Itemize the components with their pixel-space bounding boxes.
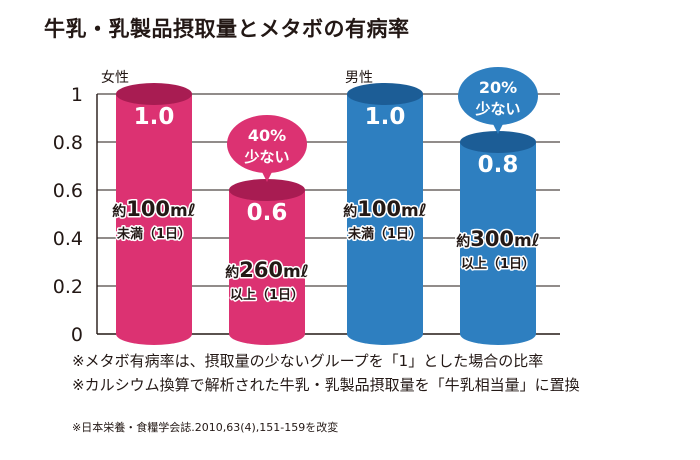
bar-value-label: 1.0 [134, 104, 175, 130]
bar [347, 94, 423, 345]
amount-condition: 以上（1日） [230, 287, 304, 303]
bar-value-label: 0.6 [247, 200, 288, 226]
callout-text: 少ない [243, 148, 289, 166]
amount-unit: mℓ [514, 231, 540, 251]
amount-label: 約100mℓ [343, 197, 427, 221]
y-tick-label: 0.6 [53, 180, 83, 202]
amount-condition: 未満（1日） [116, 226, 191, 242]
bar-top [460, 131, 536, 153]
amount-condition: 以上（1日） [461, 256, 535, 272]
bar [460, 142, 536, 345]
amount-unit: mℓ [170, 201, 196, 221]
amount-condition: 未満（1日） [347, 226, 422, 242]
amount-unit: mℓ [283, 262, 309, 282]
callout-bubble [458, 67, 538, 125]
amount-number: 100 [357, 197, 401, 221]
amount-label: 約260mℓ [225, 258, 309, 282]
group-label: 女性 [101, 69, 129, 86]
callout-percent: 20% [479, 78, 517, 97]
y-tick-label: 0.2 [53, 276, 83, 298]
amount-number: 300 [470, 227, 514, 251]
bar-top [116, 83, 192, 105]
callout-bubble [227, 115, 307, 173]
bar-top [347, 83, 423, 105]
amount-number: 260 [239, 258, 283, 282]
amount-unit: mℓ [401, 201, 427, 221]
y-tick-label: 0 [71, 324, 83, 346]
group-label: 男性 [345, 70, 373, 86]
callout-text: 少ない [474, 100, 520, 118]
amount-label: 約300mℓ [456, 227, 540, 251]
y-tick-label: 0.8 [53, 132, 83, 154]
bar [116, 94, 192, 345]
bar [229, 190, 305, 345]
bar-top [229, 179, 305, 201]
bar-value-label: 0.8 [478, 152, 519, 178]
amount-prefix: 約 [112, 203, 126, 220]
amount-prefix: 約 [225, 264, 239, 281]
callout-percent: 40% [248, 126, 286, 145]
chart-title: 牛乳・乳製品摂取量とメタボの有病率 [44, 17, 410, 41]
y-tick-label: 1 [71, 84, 83, 106]
source-citation: ※日本栄養・食糧学会誌.2010,63(4),151-159を改変 [72, 421, 339, 434]
amount-label: 約100mℓ [112, 197, 196, 221]
footnote-ratio: ※メタボ有病率は、摂取量の少ないグループを「1」とした場合の比率 [72, 352, 544, 370]
footnote-calcium: ※カルシウム換算で解析された牛乳・乳製品摂取量を「牛乳相当量」に置換 [72, 376, 580, 394]
bar-value-label: 1.0 [365, 104, 406, 130]
amount-prefix: 約 [456, 233, 470, 250]
y-tick-label: 0.4 [53, 228, 83, 250]
amount-number: 100 [126, 197, 170, 221]
amount-prefix: 約 [343, 203, 357, 220]
